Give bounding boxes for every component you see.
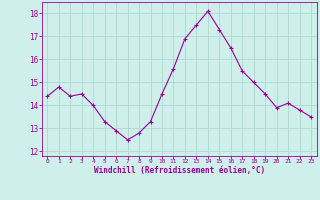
X-axis label: Windchill (Refroidissement éolien,°C): Windchill (Refroidissement éolien,°C) [94, 166, 265, 175]
